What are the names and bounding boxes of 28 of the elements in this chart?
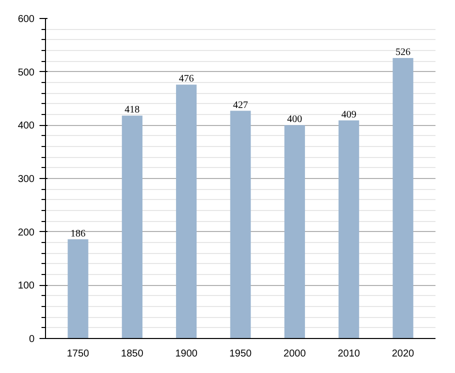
x-tick-label: 1850	[121, 348, 144, 360]
y-tick-label: 300	[18, 174, 35, 185]
bar	[392, 58, 414, 338]
data-label: 186	[70, 228, 86, 240]
bar	[230, 110, 251, 338]
y-tick-label: 0	[28, 334, 35, 345]
x-tick-label: 1950	[229, 348, 252, 360]
bar	[176, 84, 197, 338]
y-tick-label: 500	[18, 67, 35, 78]
x-tick-label: 1750	[66, 348, 90, 360]
y-tick-label: 600	[18, 14, 35, 25]
bar	[338, 120, 360, 338]
x-tick-label: 2010	[338, 348, 360, 360]
bar	[68, 239, 88, 338]
data-label: 400	[287, 114, 302, 126]
bar	[284, 125, 305, 338]
data-label: 526	[396, 46, 410, 58]
data-label: 418	[124, 104, 140, 116]
x-tick-label: 2000	[284, 348, 306, 360]
x-tick-label: 1900	[175, 348, 198, 360]
data-label: 427	[233, 100, 248, 111]
x-tick-label: 2020	[392, 348, 415, 360]
data-label: 476	[178, 74, 194, 85]
data-label: 409	[341, 109, 356, 120]
y-tick-label: 200	[18, 227, 35, 238]
bar	[122, 116, 142, 338]
y-tick-label: 100	[18, 280, 35, 292]
y-tick-label: 400	[18, 120, 35, 132]
